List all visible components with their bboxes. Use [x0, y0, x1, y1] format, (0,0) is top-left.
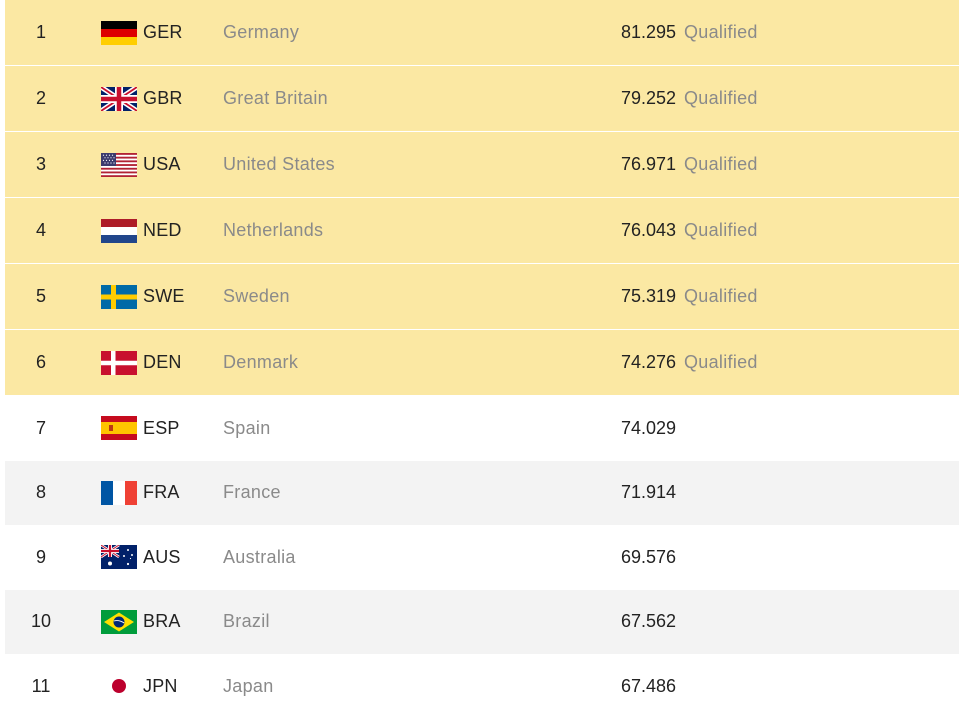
score-value: 75.319 — [621, 286, 677, 306]
table-row[interactable]: 10 BRA Brazil 67.562 — [5, 589, 959, 654]
rank-cell: 11 — [31, 675, 51, 696]
table-row[interactable]: 1 GER Germany 81.295 Qualified — [5, 0, 959, 66]
score-value: 67.486 — [621, 675, 677, 696]
germany-flag-icon — [101, 20, 137, 45]
rank-cell: 10 — [30, 611, 52, 632]
rank-cell: 9 — [35, 546, 46, 567]
country-name: Sweden — [223, 286, 290, 306]
table-row[interactable]: 5 SWE Sweden 75.319 Qualified — [5, 264, 959, 330]
country-code: JPN — [143, 675, 178, 696]
table-row[interactable]: 7 ESP Spain 74.029 — [5, 396, 959, 461]
country-name: Spain — [223, 417, 271, 438]
rank-cell: 8 — [35, 482, 46, 503]
rank-cell: 7 — [35, 417, 46, 438]
country-name: Australia — [223, 546, 296, 567]
country-name: Germany — [223, 22, 300, 42]
country-code: DEN — [143, 352, 182, 372]
rank-cell: 3 — [35, 154, 46, 174]
country-code: BRA — [143, 611, 181, 632]
country-code: USA — [143, 154, 181, 174]
rank-cell: 2 — [35, 88, 46, 108]
country-code: NED — [143, 220, 182, 240]
score-value: 79.252 — [621, 88, 677, 108]
country-name: France — [223, 482, 281, 503]
australia-flag-icon — [101, 545, 137, 570]
score-value: 71.914 — [621, 482, 677, 503]
country-code: GBR — [143, 88, 183, 108]
country-name: Japan — [223, 675, 274, 696]
rank-cell: 1 — [35, 22, 46, 42]
great-britain-flag-icon — [101, 86, 137, 111]
qualified-status: Qualified — [684, 88, 758, 108]
score-value: 76.043 — [621, 220, 677, 240]
netherlands-flag-icon — [101, 218, 137, 243]
table-row[interactable]: 3 USA United States 76.971 Qualif — [5, 132, 959, 198]
country-name: Great Britain — [223, 88, 328, 108]
country-code: ESP — [143, 417, 180, 438]
usa-flag-icon — [101, 152, 137, 177]
country-code: GER — [143, 22, 183, 42]
country-name: Brazil — [223, 611, 270, 632]
sweden-flag-icon — [101, 284, 137, 309]
qualified-status: Qualified — [684, 286, 758, 306]
country-code: SWE — [143, 286, 185, 306]
japan-flag-icon — [101, 674, 137, 699]
france-flag-icon — [101, 480, 137, 505]
brazil-flag-icon — [101, 609, 137, 634]
country-name: Netherlands — [223, 220, 324, 240]
spain-flag-icon — [101, 416, 137, 441]
score-value: 67.562 — [621, 611, 677, 632]
score-value: 74.029 — [621, 417, 677, 438]
rank-cell: 5 — [35, 286, 46, 306]
qualified-status: Qualified — [684, 220, 758, 240]
table-row[interactable]: 8 FRA France 71.914 — [5, 460, 959, 525]
country-name: United States — [223, 154, 335, 174]
qualified-status: Qualified — [684, 154, 758, 174]
denmark-flag-icon — [101, 350, 137, 375]
table-row[interactable]: 4 NED Netherlands 76.043 Qualified — [5, 198, 959, 264]
country-name: Denmark — [223, 352, 299, 372]
rank-cell: 4 — [35, 220, 46, 240]
score-value: 74.276 — [621, 352, 677, 372]
score-value: 76.971 — [621, 154, 677, 174]
table-row[interactable]: 6 DEN Denmark 74.276 Qualified — [5, 330, 959, 396]
table-row[interactable]: 11 JPN Japan 67.486 — [5, 654, 959, 719]
rank-cell: 6 — [35, 352, 46, 372]
country-code: FRA — [143, 482, 180, 503]
qualified-status: Qualified — [684, 352, 758, 372]
score-value: 81.295 — [621, 22, 677, 42]
table-row[interactable]: 2 GBR Great Britain 79.252 Qualified — [5, 66, 959, 132]
country-code: AUS — [143, 546, 181, 567]
score-value: 69.576 — [621, 546, 677, 567]
table-row[interactable]: 9 AUS Australia 69.576 — [5, 525, 959, 590]
qualified-status: Qualified — [684, 22, 758, 42]
